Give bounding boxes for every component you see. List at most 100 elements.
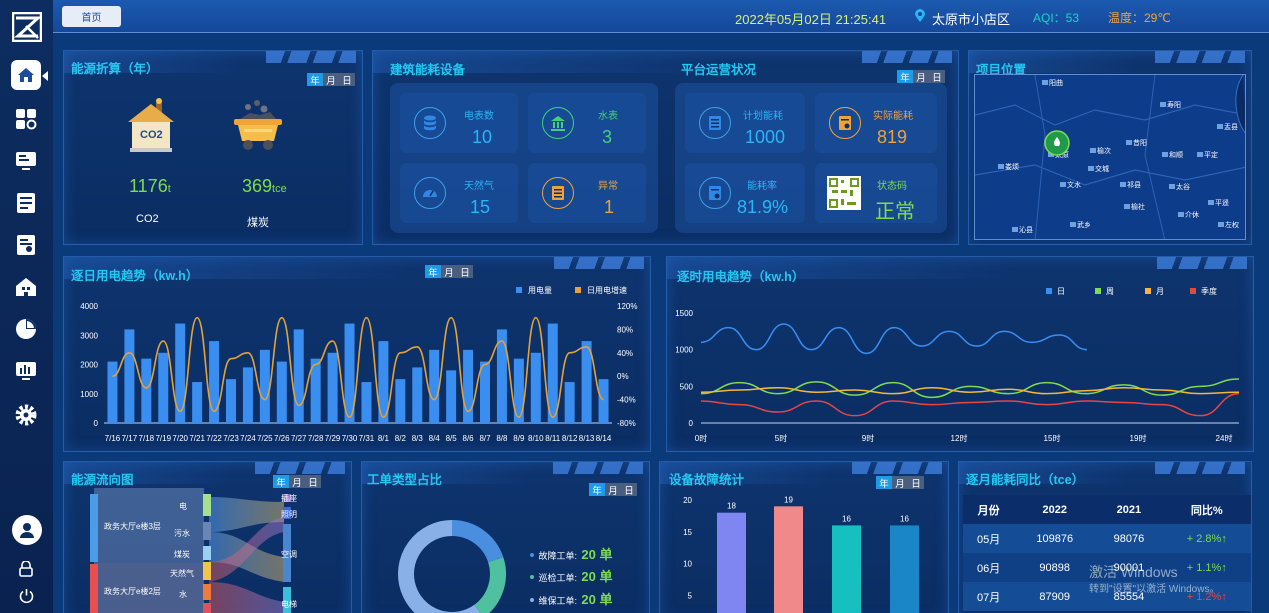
bar <box>259 349 270 423</box>
x-axis-tick: 9时 <box>862 433 874 443</box>
user-icon[interactable] <box>12 515 42 545</box>
platform-group: 计划能耗 1000 实际能耗 819 能耗率 81.9% 状态码 正常 <box>675 83 947 233</box>
range-month[interactable]: 月 <box>323 73 339 87</box>
map-city-label: 文水 <box>1067 180 1081 189</box>
gear-icon[interactable] <box>11 400 41 430</box>
platform-card-rate[interactable]: 能耗率 81.9% <box>685 163 805 223</box>
range-switch[interactable]: 年月日 <box>876 476 924 490</box>
range-day[interactable]: 日 <box>457 265 473 279</box>
apps-icon[interactable] <box>11 104 41 134</box>
x-axis-tick: 0时 <box>695 433 707 443</box>
pie-slice <box>451 520 504 563</box>
building-icon[interactable] <box>11 272 41 302</box>
power-icon[interactable] <box>19 588 34 608</box>
x-axis-tick: 7/22 <box>206 434 222 443</box>
range-day[interactable]: 日 <box>621 483 637 497</box>
range-switch[interactable]: 年月日 <box>897 70 945 84</box>
map-city-marker <box>1169 184 1175 189</box>
map-city-marker <box>1197 152 1203 157</box>
series-line <box>700 323 1088 355</box>
range-month[interactable]: 月 <box>892 476 908 490</box>
dashboard-icon[interactable] <box>11 356 41 386</box>
x-axis-tick: 8/3 <box>412 434 424 443</box>
gas-value: 15 <box>470 197 491 217</box>
table-row[interactable]: 06月 90898 90001 + 1.1%↑ <box>963 553 1251 582</box>
bar <box>226 379 236 423</box>
panel-title: 工单类型占比 <box>367 473 443 487</box>
map-city-marker <box>1088 166 1094 171</box>
range-day[interactable]: 日 <box>339 73 355 87</box>
range-year[interactable]: 年 <box>876 476 892 490</box>
active-caret-icon <box>42 71 48 81</box>
report-icon[interactable] <box>11 230 41 260</box>
range-day[interactable]: 日 <box>908 476 924 490</box>
device-list-icon[interactable] <box>11 188 41 218</box>
platform-title: 平台运营状况 <box>681 63 757 77</box>
x-axis-tick: 7/18 <box>139 434 155 443</box>
y-axis-tick: 4000 <box>80 302 98 311</box>
map-city-marker <box>1162 152 1168 157</box>
bar <box>513 358 524 423</box>
energy-flow-panel: 能源流向图 年月日 政务大厅e楼3层 政务大厅e楼2层 电 污水 煤炭 天然气 … <box>63 461 352 613</box>
range-day[interactable]: 日 <box>305 475 321 489</box>
building-card-meter[interactable]: 电表数 10 <box>400 93 518 153</box>
map-road <box>1034 75 1046 239</box>
range-month[interactable]: 月 <box>289 475 305 489</box>
bar <box>412 367 423 423</box>
home-icon[interactable] <box>11 60 41 90</box>
range-month[interactable]: 月 <box>441 265 457 279</box>
monthly-table: 月份 2022 2021 同比% 05月 109876 98076 + 2.8%… <box>963 495 1251 611</box>
table-row[interactable]: 07月 87909 85554 + 1.2%↑ <box>963 582 1251 611</box>
bar <box>192 382 203 423</box>
y-axis-tick: 1000 <box>80 390 98 399</box>
range-month[interactable]: 月 <box>605 483 621 497</box>
bar <box>774 506 803 613</box>
range-month[interactable]: 月 <box>913 70 929 84</box>
x-axis-tick: 8/14 <box>596 434 612 443</box>
bar <box>361 382 372 423</box>
co2-label: CO2 <box>136 213 159 225</box>
bar <box>547 323 558 423</box>
coal-unit: tce <box>272 183 287 195</box>
platform-card-actual[interactable]: 实际能耗 819 <box>815 93 937 153</box>
range-day[interactable]: 日 <box>929 70 945 84</box>
range-year[interactable]: 年 <box>897 70 913 84</box>
building-title: 建筑能耗设备 <box>390 63 466 77</box>
range-year[interactable]: 年 <box>425 265 441 279</box>
x-axis-tick: 7/26 <box>274 434 290 443</box>
watermark-line-1: 激活 Windows <box>1089 564 1178 580</box>
home-tab[interactable]: 首页 <box>62 6 121 27</box>
lock-icon[interactable] <box>19 560 33 582</box>
status-value: 正常 <box>875 201 915 223</box>
range-switch[interactable]: 年月日 <box>425 265 473 279</box>
building-card-water[interactable]: 水表 3 <box>528 93 646 153</box>
table-row[interactable]: 05月 109876 98076 + 2.8%↑ <box>963 524 1251 553</box>
bar <box>310 358 321 423</box>
temperature-text: 温度：29℃ <box>1108 11 1171 25</box>
y-axis-tick: 10 <box>683 560 692 569</box>
alert-list-icon <box>542 177 574 209</box>
monitor-icon[interactable] <box>11 146 41 176</box>
series-line <box>700 378 1240 399</box>
x-axis-tick: 7/25 <box>257 434 273 443</box>
platform-card-plan[interactable]: 计划能耗 1000 <box>685 93 805 153</box>
platform-card-status[interactable]: 状态码 正常 <box>815 163 937 223</box>
range-year[interactable]: 年 <box>307 73 323 87</box>
range-year[interactable]: 年 <box>273 475 289 489</box>
x-axis-tick: 7/29 <box>325 434 341 443</box>
range-switch[interactable]: 年月日 <box>589 483 637 497</box>
legend-label: 周 <box>1106 287 1114 296</box>
bar <box>496 329 507 423</box>
range-year[interactable]: 年 <box>589 483 605 497</box>
project-map[interactable]: 阳曲 寿阳 盂县 平定 娄烦 太原 榆次 昔阳 和顺 交城 文水 祁县 太谷 平遥 榆社 左权 介休 沁县 武乡 <box>974 74 1246 240</box>
table-cell: + 1.2%↑ <box>1162 582 1251 611</box>
building-card-gas[interactable]: 天然气 15 <box>400 163 518 223</box>
daily-power-chart: 0 1000 2000 3000 4000 -80% -40% 0% 40% 80% 120% 7/1… <box>80 285 637 443</box>
y-axis-tick: 1000 <box>675 346 693 355</box>
bar <box>344 323 355 423</box>
range-switch[interactable]: 年月日 <box>307 73 355 87</box>
table-cell: 07月 <box>963 582 1015 611</box>
building-card-abnormal[interactable]: 异常 1 <box>528 163 646 223</box>
range-switch[interactable]: 年月日 <box>273 475 321 489</box>
pie-icon[interactable] <box>11 314 41 344</box>
